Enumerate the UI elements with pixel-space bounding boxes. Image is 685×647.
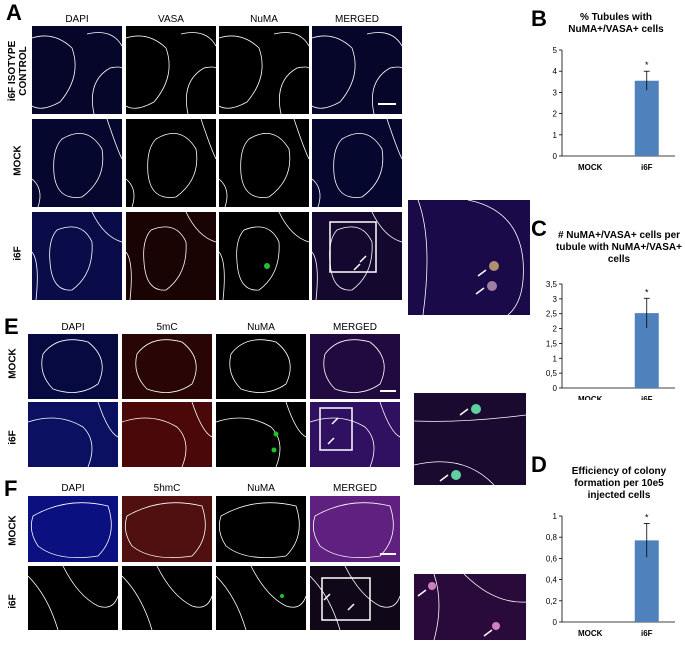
y-tick-label: 4 <box>553 67 558 76</box>
col-header-vasa: VASA <box>158 14 184 25</box>
col-header-numa-f: NuMA <box>247 483 275 494</box>
micrograph-e-mock-5mc <box>122 334 212 399</box>
col-header-dapi-f: DAPI <box>61 483 85 494</box>
micrograph-a-mock-merged <box>312 119 402 207</box>
chart-c-svg: 0 0,5 1 1,5 2 2,5 3 3,5 MOCK * i6F <box>546 280 675 404</box>
micrograph-f-i6f-merged <box>310 566 400 630</box>
panel-letter-b: B <box>531 6 547 31</box>
y-tick-label: 0,2 <box>546 597 558 606</box>
y-tick-label: 3 <box>553 295 558 304</box>
micrograph-a-mock-numa <box>219 119 309 207</box>
micrograph-a-i6f-vasa <box>126 212 216 300</box>
micrograph-e-i6f-numa <box>216 402 306 467</box>
micrograph-a-isotype-merged <box>312 26 402 114</box>
panel-letter-f: F <box>4 476 18 501</box>
y-tick-label: 0,4 <box>546 576 558 585</box>
chart-d-title: Efficiency of colony formation per 10e5 … <box>571 466 667 501</box>
micrograph-a-i6f-merged <box>312 212 402 300</box>
micrograph-e-mock-dapi <box>28 334 118 399</box>
micrograph-f-mock-5hmc <box>122 496 212 562</box>
row-label-i6f: i6F <box>12 246 24 261</box>
y-tick-label: 0,8 <box>546 533 558 542</box>
micrograph-a-isotype-vasa <box>126 26 216 114</box>
micrograph-a-i6f-dapi <box>32 212 122 300</box>
col-header-numa: NuMA <box>250 14 278 25</box>
micrograph-e-mock-numa <box>216 334 306 399</box>
x-tick-label: i6F <box>641 629 653 638</box>
y-tick-label: 2,5 <box>546 310 558 319</box>
col-header-5hmc: 5hmC <box>153 483 181 494</box>
x-tick-label: MOCK <box>578 395 603 400</box>
y-tick-label: 3,5 <box>546 280 558 289</box>
col-header-dapi: DAPI <box>65 14 89 25</box>
chart-d-svg: 0 0,2 0,4 0,6 0,8 1 MOCK * i6F <box>546 512 675 638</box>
panel-letter-c: C <box>531 216 547 241</box>
significance-star: * <box>645 60 649 70</box>
panel-letter-e: E <box>4 314 19 339</box>
micrograph-a-isotype-numa <box>219 26 309 114</box>
row-label-isotype: i6F ISOTYPE CONTROL <box>7 40 29 102</box>
y-tick-label: 1,5 <box>546 339 558 348</box>
micrograph-e-zoom <box>414 393 526 485</box>
chart-d: 0 0,2 0,4 0,6 0,8 1 MOCK * i6F <box>530 510 685 642</box>
y-tick-label: 1 <box>553 512 558 521</box>
micrograph-a-i6f-numa <box>219 212 309 300</box>
row-label-e-mock: MOCK <box>7 348 19 379</box>
y-tick-label: 1 <box>553 131 558 140</box>
micrograph-e-i6f-5mc <box>122 402 212 467</box>
micrograph-e-i6f-merged <box>310 402 400 467</box>
micrograph-f-zoom <box>414 574 526 640</box>
row-label-mock: MOCK <box>12 145 24 176</box>
chart-c: 0 0,5 1 1,5 2 2,5 3 3,5 MOCK * i6F <box>530 278 685 404</box>
y-tick-label: 3 <box>553 88 558 97</box>
micrograph-e-i6f-dapi <box>28 402 118 467</box>
micrograph-a-isotype-dapi <box>32 26 122 114</box>
y-tick-label: 0 <box>553 152 558 161</box>
micrograph-f-i6f-5hmc <box>122 566 212 630</box>
micrograph-a-mock-dapi <box>32 119 122 207</box>
x-tick-label: i6F <box>641 163 653 172</box>
y-tick-label: 2 <box>553 110 558 119</box>
chart-b: 0 1 2 3 4 5 MOCK * i6F <box>530 44 685 176</box>
y-tick-label: 0,5 <box>546 369 558 378</box>
y-tick-label: 0,6 <box>546 554 558 563</box>
micrograph-f-i6f-dapi <box>28 566 118 630</box>
y-tick-label: 2 <box>553 325 558 334</box>
chart-b-title: % Tubules with NuMA+/VASA+ cells <box>568 12 664 35</box>
y-tick-label: 0 <box>553 384 558 393</box>
significance-star: * <box>645 512 649 522</box>
micrograph-f-i6f-numa <box>216 566 306 630</box>
chart-b-svg: 0 1 2 3 4 5 MOCK * i6F <box>553 46 675 172</box>
micrograph-f-mock-dapi <box>28 496 118 562</box>
x-tick-label: i6F <box>641 395 653 400</box>
micrograph-e-mock-merged <box>310 334 400 399</box>
x-tick-label: MOCK <box>578 163 603 172</box>
significance-star: * <box>645 287 649 297</box>
col-header-numa-e: NuMA <box>247 322 275 333</box>
col-header-5mc: 5mC <box>156 322 178 333</box>
bar <box>634 80 659 156</box>
y-tick-label: 0 <box>553 618 558 627</box>
x-tick-label: MOCK <box>578 629 603 638</box>
panel-letter-a: A <box>6 0 22 25</box>
panel-letter-d: D <box>531 452 547 477</box>
chart-c-title: # NuMA+/VASA+ cells per tubule with NuMA… <box>556 230 682 265</box>
row-label-f-i6f: i6F <box>7 594 19 609</box>
row-label-f-mock: MOCK <box>7 515 19 546</box>
micrograph-f-mock-numa <box>216 496 306 562</box>
micrograph-a-zoom <box>408 200 530 315</box>
col-header-merged-e: MERGED <box>333 322 377 333</box>
y-tick-label: 1 <box>553 354 558 363</box>
micrograph-f-mock-merged <box>310 496 400 562</box>
y-tick-label: 5 <box>553 46 558 55</box>
micrograph-a-mock-vasa <box>126 119 216 207</box>
col-header-dapi-e: DAPI <box>61 322 85 333</box>
row-label-e-i6f: i6F <box>7 430 19 445</box>
col-header-merged: MERGED <box>335 14 379 25</box>
col-header-merged-f: MERGED <box>333 483 377 494</box>
